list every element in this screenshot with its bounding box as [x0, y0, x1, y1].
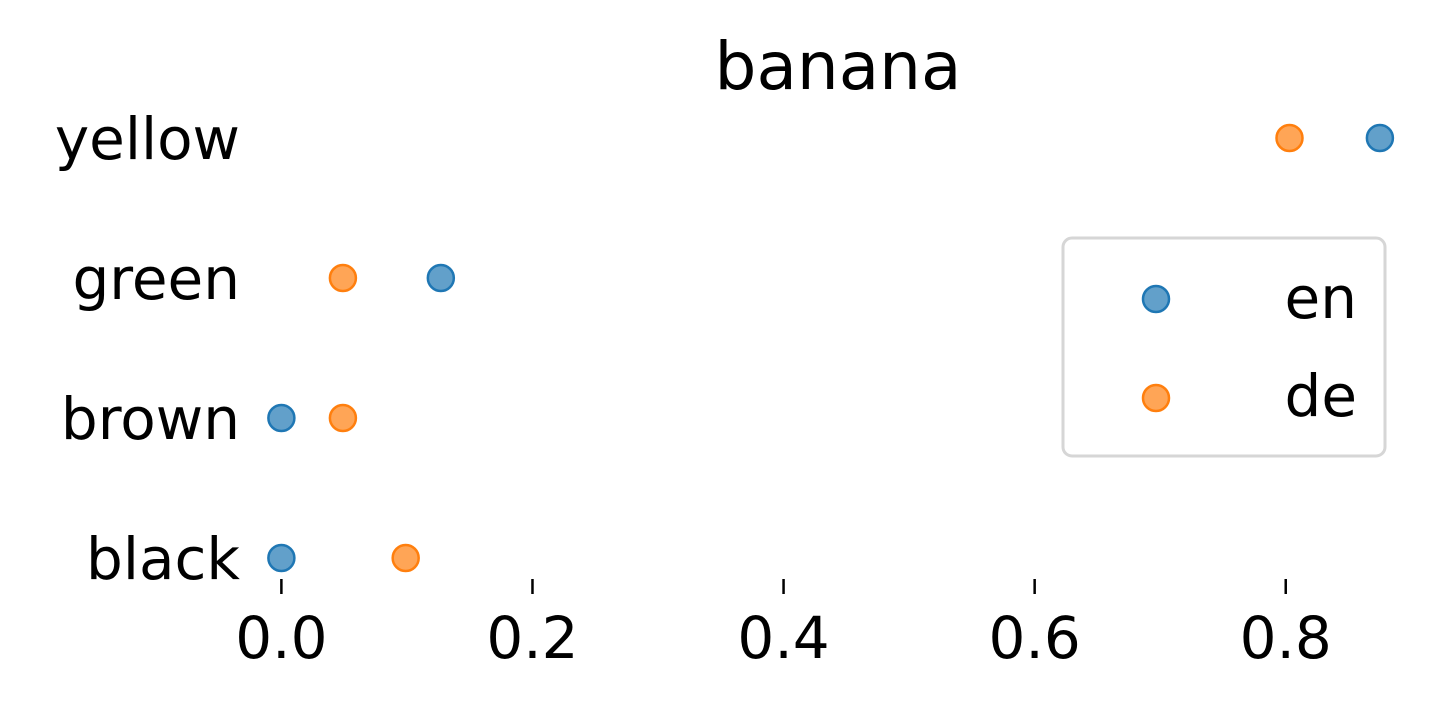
chart-title: banana [715, 28, 962, 105]
point-de-yellow [1275, 123, 1304, 153]
point-de-black [391, 543, 420, 573]
x-tick-label: 0.6 [989, 604, 1081, 672]
x-tick-label: 0.0 [235, 604, 327, 672]
point-de-brown [328, 403, 358, 433]
point-en-green [426, 263, 456, 293]
point-en-yellow [1365, 123, 1395, 153]
category-label-black: black [86, 525, 240, 593]
point-de-green [328, 263, 358, 293]
x-tick-label: 0.4 [737, 604, 829, 672]
legend-label-de: de [1285, 362, 1358, 430]
legend: en de [1061, 236, 1387, 458]
legend-label-en: en [1285, 264, 1357, 332]
point-en-black [267, 543, 296, 573]
point-en-brown [267, 403, 296, 433]
category-label-green: green [72, 245, 240, 313]
data-points [267, 123, 1395, 573]
category-label-brown: brown [61, 385, 240, 453]
y-axis-category-labels: yellow green brown black [55, 105, 241, 593]
x-axis: 0.0 0.2 0.4 0.6 0.8 [235, 579, 1332, 672]
legend-marker-de [1141, 383, 1171, 413]
category-label-yellow: yellow [55, 105, 240, 173]
legend-marker-en [1141, 284, 1171, 314]
x-tick-label: 0.2 [486, 604, 578, 672]
x-tick-label: 0.8 [1240, 604, 1332, 672]
